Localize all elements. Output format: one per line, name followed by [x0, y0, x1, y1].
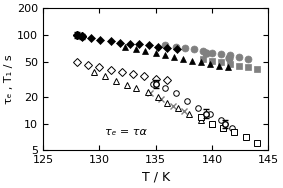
X-axis label: T / K: T / K	[142, 171, 170, 184]
Text: τₑ = τα: τₑ = τα	[105, 127, 147, 137]
Y-axis label: τₑ , T₁ / s: τₑ , T₁ / s	[4, 55, 14, 104]
